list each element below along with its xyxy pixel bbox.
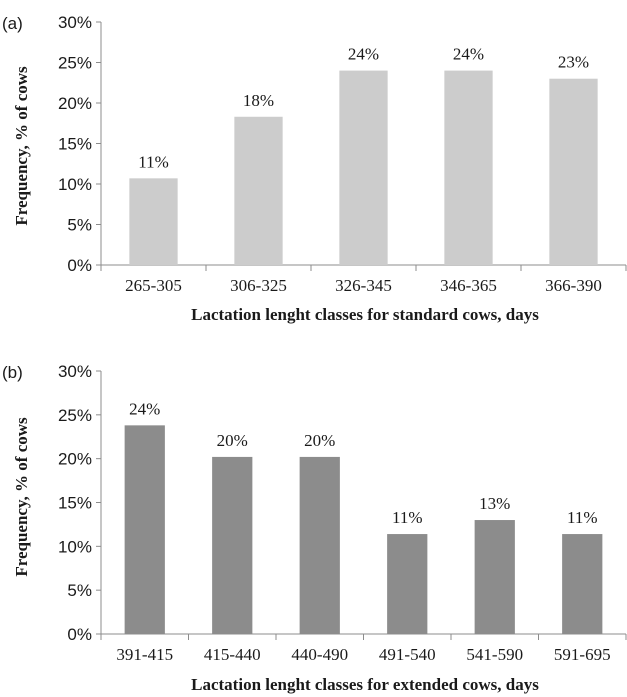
panel-b-data-label: 11%: [567, 508, 598, 527]
panel-b-bar: [124, 425, 165, 634]
panel-b-y-tick-label: 25%: [58, 406, 92, 425]
panel-b-x-tick-label: 391-415: [116, 645, 173, 664]
panel-a-data-label: 18%: [243, 91, 274, 110]
panel-a-data-label: 23%: [558, 53, 589, 72]
panel-a-x-tick-label: 265-305: [125, 276, 182, 295]
panel-a-label: (a): [2, 14, 23, 33]
panel-a-y-tick-label: 30%: [58, 13, 92, 32]
panel-b-data-label: 13%: [479, 494, 510, 513]
panel-a-x-tick-label: 306-325: [230, 276, 287, 295]
panel-a-x-axis-label: Lactation lenght classes for standard co…: [191, 305, 539, 324]
panel-a-y-axis-label: Frequency, % of cows: [12, 66, 31, 226]
panel-b-data-label: 24%: [129, 399, 160, 418]
panel-b-bar: [299, 456, 340, 634]
panel-b-bar: [387, 534, 428, 634]
panel-a-y-tick-label: 10%: [58, 175, 92, 194]
panel-a-y-tick-label: 0%: [67, 256, 92, 275]
panel-a-y-tick-label: 15%: [58, 135, 92, 154]
panel-b-y-axis-label: Frequency, % of cows: [12, 417, 31, 577]
panel-b-x-tick-label: 541-590: [466, 645, 523, 664]
panel-b-bar: [212, 456, 253, 634]
panel-a-x-tick-label: 346-365: [440, 276, 497, 295]
panel-a-bar: [234, 116, 283, 266]
panel-b-bar: [562, 534, 603, 634]
panel-a-x-tick-label: 366-390: [545, 276, 602, 295]
panel-b-plot: 0% 5% 10% 15% 20% 25% 30% 24% 391-415 20% 415-440 2…: [58, 362, 627, 664]
panel-b-data-label: 20%: [304, 431, 335, 450]
panel-b-y-tick-label: 30%: [58, 362, 92, 381]
panel-a-y-tick-label: 20%: [58, 94, 92, 113]
panel-a-x-tick-label: 326-345: [335, 276, 392, 295]
panel-b-x-axis-label: Lactation lenght classes for extended co…: [191, 675, 539, 694]
panel-b-data-label: 20%: [217, 431, 248, 450]
panel-b-y-tick-label: 5%: [67, 581, 92, 600]
panel-a-bar: [129, 178, 178, 265]
panel-a-data-label: 11%: [138, 152, 169, 171]
panel-b-x-tick-label: 440-490: [291, 645, 348, 664]
panel-b-x-tick-label: 415-440: [204, 645, 261, 664]
panel-a-bar: [444, 70, 493, 265]
panel-a-bar: [339, 70, 388, 265]
panel-a-data-label: 24%: [348, 45, 379, 64]
panel-b-y-tick-label: 15%: [58, 494, 92, 513]
panel-b-x-tick-label: 591-695: [554, 645, 611, 664]
panel-a-y-tick-label: 25%: [58, 54, 92, 73]
panel-b-y-tick-label: 10%: [58, 537, 92, 556]
panel-b-y-tick-label: 20%: [58, 450, 92, 469]
panel-b-label: (b): [2, 363, 23, 382]
panel-b-data-label: 11%: [392, 508, 423, 527]
panel-b-bar: [474, 520, 515, 634]
panel-b-y-tick-label: 0%: [67, 625, 92, 644]
panel-b-x-tick-label: 491-540: [379, 645, 436, 664]
panel-a-bar: [549, 78, 598, 265]
panel-a-plot: 0% 5% 10% 15% 20% 25% 30% 11% 265-305 18% 306-325 2…: [58, 13, 627, 295]
panel-a-data-label: 24%: [453, 45, 484, 64]
panel-a-y-tick-label: 5%: [67, 216, 92, 235]
